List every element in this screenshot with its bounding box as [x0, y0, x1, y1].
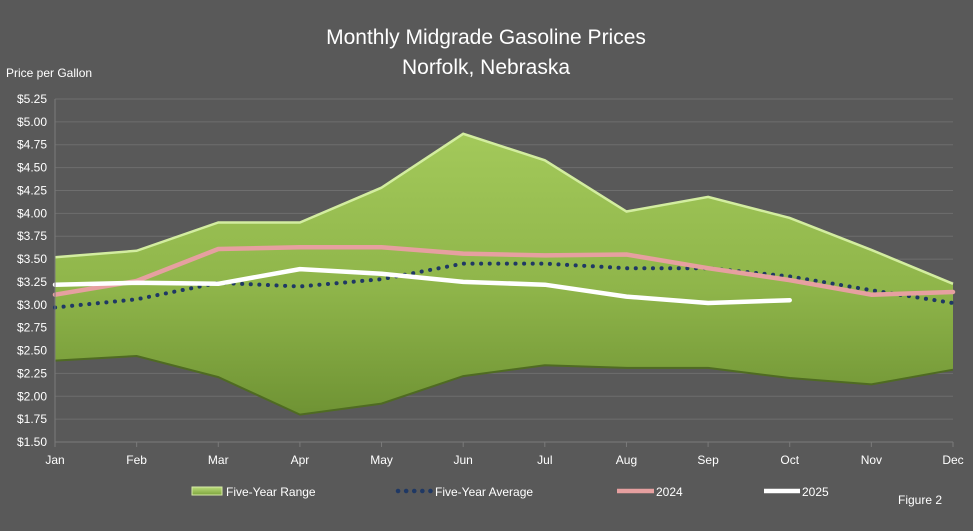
series-line-2025	[52, 266, 792, 306]
five-year-range-area	[54, 132, 954, 416]
five-year-range-band	[55, 133, 953, 415]
legend-label-2025: 2025	[802, 485, 829, 499]
x-tick-label: May	[370, 453, 393, 467]
y-tick-label: $3.25	[17, 275, 47, 289]
five-year-range-high-edge	[54, 132, 954, 285]
x-tick-label: Aug	[616, 453, 637, 467]
x-tick-label: Feb	[126, 453, 147, 467]
y-tick-label: $5.00	[17, 115, 47, 129]
y-axis-label: Price per Gallon	[6, 66, 92, 80]
y-tick-label: $1.50	[17, 435, 47, 449]
y-tick-label: $4.50	[17, 161, 47, 175]
chart-subtitle: Norfolk, Nebraska	[402, 56, 570, 79]
legend: Five-Year Range Five-Year Average 2024 2…	[191, 485, 829, 499]
series-line-2024	[52, 244, 956, 297]
x-tick-label: Jul	[537, 453, 552, 467]
y-tick-label: $3.50	[17, 252, 47, 266]
y-tick-label: $2.50	[17, 344, 47, 358]
x-tick-label: Nov	[861, 453, 882, 467]
axes: $1.50 $1.75 $2.00 $2.25 $2.50 $2.75 $3.00 $3.25…	[17, 92, 964, 467]
five-year-range-low-edge	[54, 354, 954, 416]
y-tick-label: $5.25	[17, 92, 47, 106]
x-tick-label: Jun	[454, 453, 473, 467]
x-tick-label: Oct	[780, 453, 799, 467]
legend-label-five-year-range: Five-Year Range	[226, 485, 316, 499]
legend-label-five-year-average: Five-Year Average	[435, 485, 533, 499]
figure-label: Figure 2	[898, 493, 942, 507]
x-tick-label: Jan	[45, 453, 64, 467]
y-tick-label: $2.00	[17, 389, 47, 403]
x-tick-label: Apr	[291, 453, 310, 467]
x-tick-label: Sep	[697, 453, 719, 467]
y-tick-label: $3.75	[17, 229, 47, 243]
legend-swatch-five-year-range	[191, 486, 223, 496]
x-tick-label: Dec	[942, 453, 963, 467]
chart-title: Monthly Midgrade Gasoline Prices	[326, 26, 646, 49]
y-tick-label: $4.00	[17, 206, 47, 220]
legend-label-2024: 2024	[656, 485, 683, 499]
x-tick-label: Mar	[208, 453, 229, 467]
y-tick-label: $2.25	[17, 366, 47, 380]
series-lines	[52, 244, 956, 310]
y-tick-label: $4.25	[17, 183, 47, 197]
y-tick-label: $3.00	[17, 298, 47, 312]
y-tick-label: $2.75	[17, 321, 47, 335]
y-tick-label: $1.75	[17, 412, 47, 426]
y-tick-label: $4.75	[17, 138, 47, 152]
